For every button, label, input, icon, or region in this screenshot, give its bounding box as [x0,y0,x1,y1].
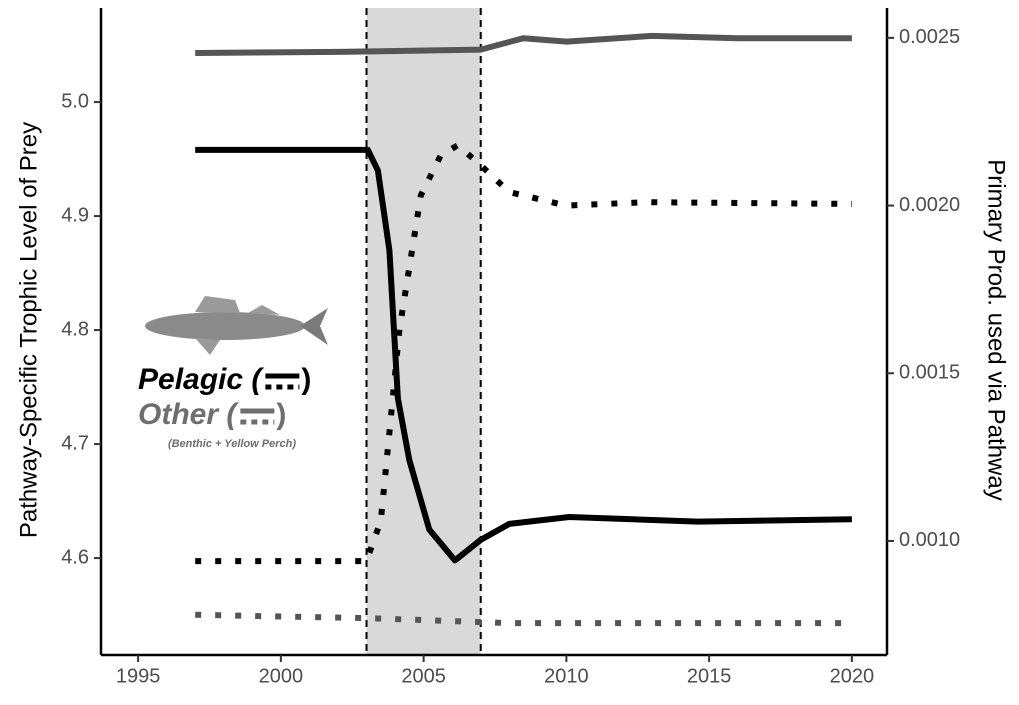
y-tick-label: 5.0 [61,90,89,112]
legend-close: ) [301,363,311,396]
x-tick-label: 2010 [544,665,589,687]
x-tick-label: 2015 [687,665,732,687]
y-tick-label: 4.8 [61,318,89,340]
line-series [195,32,852,56]
fish-icon [145,296,328,355]
y2-tick-label: 0.0025 [899,26,960,48]
x-tick-label: 1995 [116,665,161,687]
x-tick-label: 2020 [830,665,875,687]
y2-tick-label: 0.0010 [899,529,960,551]
legend-label: Other ( [138,398,239,431]
y2-axis-title: Primary Prod. used via Pathway [983,159,1010,500]
line-series [195,142,852,565]
legend-close: ) [276,398,286,431]
highlight-band [366,8,481,655]
x-tick-label: 2005 [401,665,446,687]
y-axis-title: Pathway-Specific Trophic Level of Prey [15,122,42,538]
x-tick-label: 2000 [259,665,304,687]
line-series [195,146,852,564]
legend-label: Pelagic ( [138,363,264,396]
y-tick-label: 4.9 [61,204,89,226]
y-tick-label: 4.6 [61,546,89,568]
y-tick-label: 4.7 [61,432,89,454]
line-series [195,611,852,627]
legend-note: (Benthic + Yellow Perch) [168,438,296,450]
y2-tick-label: 0.0015 [899,362,960,384]
y2-tick-label: 0.0020 [899,194,960,216]
